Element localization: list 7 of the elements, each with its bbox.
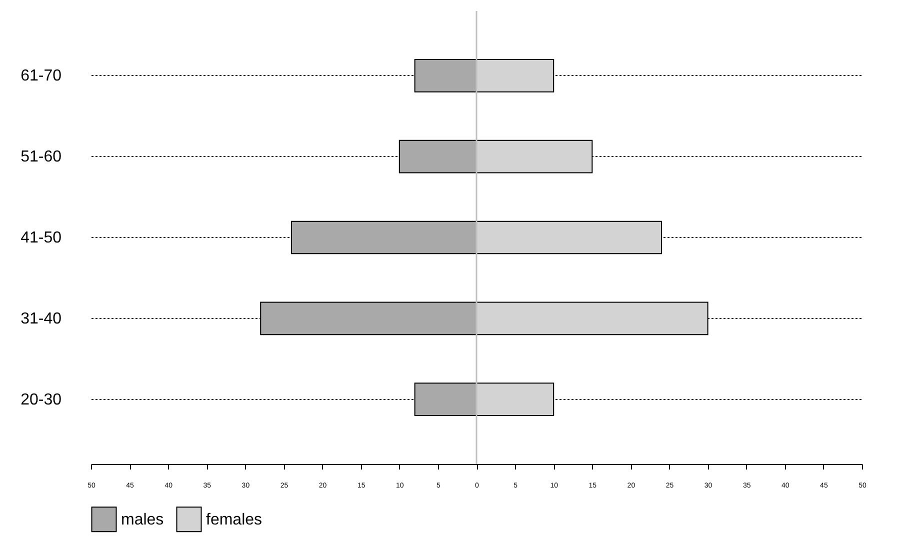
y-tick-label: 61-70: [20, 68, 62, 85]
y-tick-label: 31-40: [20, 310, 62, 328]
y-tick-label: 20-30: [20, 391, 62, 408]
legend-label: females: [206, 511, 262, 528]
legend-label: males: [121, 511, 164, 528]
y-tick-label: 41-50: [20, 230, 62, 246]
y-tick-label: 51-60: [20, 148, 62, 166]
